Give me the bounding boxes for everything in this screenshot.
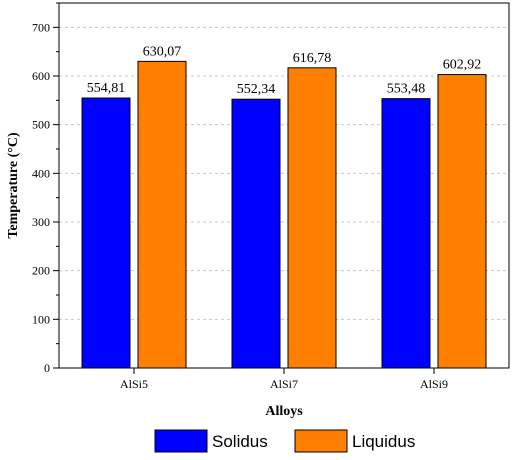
y-tick-label: 600 [32, 69, 50, 83]
y-tick-label: 300 [32, 215, 50, 229]
data-labels: 554,81 630,07 552,34 616,78 553,48 602,92 [87, 44, 482, 97]
legend: Solidus Liquidus [154, 429, 415, 453]
bar-solidus-alsi5 [81, 97, 131, 369]
data-label-liquidus-alsi7: 616,78 [293, 51, 332, 66]
y-tick-label: 0 [44, 361, 50, 375]
x-tick-label: AlSi9 [420, 377, 448, 391]
grid-lines [59, 26, 509, 320]
legend-swatch-solidus [154, 429, 208, 453]
y-tick-label: 100 [32, 312, 50, 326]
legend-swatch-liquidus [294, 429, 348, 453]
y-tick-label: 200 [32, 264, 50, 278]
bar-liquidus-alsi5 [137, 60, 187, 369]
y-tick-label: 400 [32, 166, 50, 180]
bar-liquidus-alsi9 [437, 74, 487, 369]
data-label-liquidus-alsi9: 602,92 [443, 58, 482, 73]
data-label-solidus-alsi5: 554,81 [87, 81, 126, 96]
y-tick-label: 500 [32, 118, 50, 132]
legend-label-solidus: Solidus [212, 432, 268, 451]
x-tick-label: AlSi7 [270, 377, 298, 391]
bar-solidus-alsi9 [381, 98, 431, 369]
data-label-liquidus-alsi5: 630,07 [143, 44, 182, 59]
x-axis: AlSi5 AlSi7 AlSi9 [120, 368, 448, 391]
bars [81, 60, 487, 369]
bar-solidus-alsi7 [231, 98, 281, 369]
data-label-solidus-alsi7: 552,34 [237, 82, 276, 97]
y-tick-label: 700 [32, 20, 50, 34]
x-axis-title: Alloys [265, 404, 303, 419]
y-axis-title: Temperature (°C) [6, 132, 21, 239]
data-label-solidus-alsi9: 553,48 [387, 82, 426, 97]
bar-liquidus-alsi7 [287, 67, 337, 369]
y-axis: 0 100 200 300 400 500 600 700 [32, 2, 59, 375]
legend-label-liquidus: Liquidus [352, 432, 415, 451]
x-tick-label: AlSi5 [120, 377, 148, 391]
